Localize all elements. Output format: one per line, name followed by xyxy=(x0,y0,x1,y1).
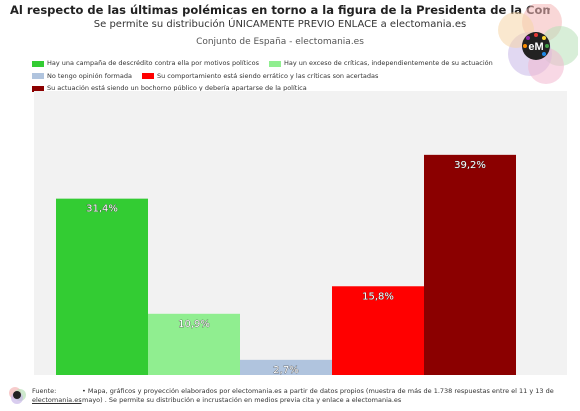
footer: Fuente: electomania.es • Mapa, gráficos … xyxy=(0,384,580,411)
legend-swatch xyxy=(32,73,44,79)
legend-label: Hay una campaña de descrédito contra ell… xyxy=(47,59,259,67)
bar-value-label: 31,4% xyxy=(86,204,118,215)
chart-title: Al respecto de las últimas polémicas en … xyxy=(10,3,550,17)
legend-label: No tengo opinión formada xyxy=(47,71,132,80)
legend-item: Su actuación está siendo un bochorno púb… xyxy=(32,83,307,94)
footer-source: Fuente: electomania.es xyxy=(32,387,82,405)
bar xyxy=(240,359,332,375)
electomania-logo: eM xyxy=(498,4,578,84)
legend-swatch xyxy=(32,85,44,92)
logo-text: eM xyxy=(528,41,543,53)
footer-note: • Mapa, gráficos y proyección elaborados… xyxy=(82,387,554,404)
footer-source-link[interactable]: electomania.es xyxy=(32,396,82,404)
bar xyxy=(424,154,516,375)
bar-value-label: 10,9% xyxy=(178,319,210,330)
legend-label: Su comportamiento está siendo errático y… xyxy=(157,71,379,80)
legend-item: No tengo opinión formada xyxy=(32,71,132,82)
legend-swatch xyxy=(268,60,281,67)
legend-item: Su comportamiento está siendo errático y… xyxy=(142,71,378,82)
bar-value-label: 15,8% xyxy=(362,291,394,302)
bar-value-label: 2,7% xyxy=(273,365,298,375)
plot-area: 31,4% 10,9% 2,7% 15,8% 39,2% xyxy=(34,91,567,375)
legend-label: Hay un exceso de críticas, independiente… xyxy=(283,59,493,67)
footer-logo-icon xyxy=(9,387,26,404)
legend-swatch xyxy=(32,60,44,67)
legend-item: Hay un exceso de críticas, independiente… xyxy=(268,58,493,69)
bar xyxy=(332,286,424,375)
bar-value-label: 39,2% xyxy=(454,160,486,171)
chart-source-subtitle: Conjunto de España - electomania.es xyxy=(196,37,364,47)
bar xyxy=(56,198,148,375)
footer-source-label: Fuente: xyxy=(32,387,57,395)
chart-subtitle: Se permite su distribución ÚNICAMENTE PR… xyxy=(93,19,467,30)
legend-item: Hay una campaña de descrédito contra ell… xyxy=(32,58,259,69)
legend-swatch xyxy=(142,73,154,79)
legend-label: Su actuación está siendo un bochorno púb… xyxy=(47,84,307,92)
bar xyxy=(148,313,240,375)
chart-legend: Hay una campaña de descrédito contra ell… xyxy=(32,58,552,96)
